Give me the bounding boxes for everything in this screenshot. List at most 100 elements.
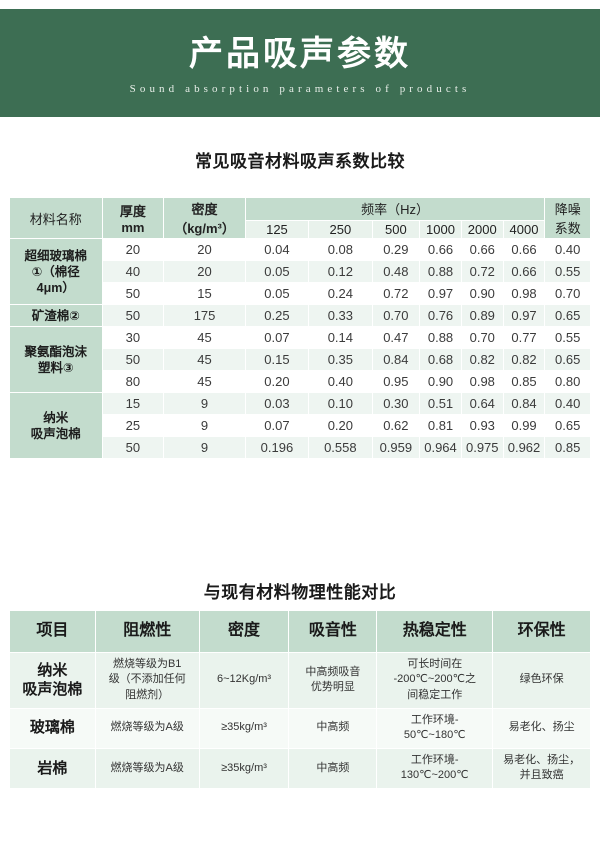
cell-line: 易老化、扬尘	[508, 721, 575, 734]
td-f250: 0.20	[308, 414, 373, 437]
th-freq-1000: 1000	[419, 219, 462, 240]
td-f500: 0.48	[371, 260, 421, 283]
cell-line: 优势明显	[310, 681, 355, 694]
td-material-name: 岩棉	[9, 747, 96, 789]
td-sound-absorption: 中高频	[288, 747, 378, 789]
td-f125: 0.25	[244, 304, 310, 327]
cell-line: 吸声泡棉	[22, 681, 83, 699]
td-material-name: 超细玻璃棉 ①（棉径 4μm）	[9, 238, 103, 305]
td-f2000: 0.93	[460, 414, 504, 437]
table-row: 80 45 0.20 0.40 0.95 0.90 0.98 0.85 0.80	[10, 370, 591, 393]
td-f1000: 0.97	[419, 282, 462, 305]
td-f4000: 0.97	[502, 304, 546, 327]
td-sound-absorption: 中高频	[288, 707, 378, 749]
td-f125: 0.196	[244, 436, 310, 459]
material-name-line: ①（棉径	[31, 264, 80, 279]
td-f250: 0.14	[308, 326, 373, 349]
td-density: 6~12Kg/m³	[198, 651, 290, 709]
td-f4000: 0.77	[502, 326, 546, 349]
td-f250: 0.12	[308, 260, 373, 283]
td-density: 9	[163, 414, 246, 437]
cell-line: 易老化、扬尘，	[503, 753, 581, 766]
td-f4000: 0.99	[502, 414, 546, 437]
td-density: 20	[163, 260, 246, 283]
td-thermal-stability: 工作环境- 130℃~200℃	[376, 747, 494, 789]
td-f2000: 0.975	[460, 436, 504, 459]
td-density: ≥35kg/m³	[198, 747, 290, 789]
td-density: 45	[163, 348, 246, 371]
td-thickness: 25	[101, 414, 165, 437]
banner-title: 产品吸声参数	[189, 36, 411, 74]
td-nrc: 0.55	[544, 326, 591, 349]
td-f2000: 0.70	[460, 326, 504, 349]
table-row: 矿渣棉② 50 175 0.25 0.33 0.70 0.76 0.89 0.97 0.65	[9, 304, 591, 327]
td-f500: 0.47	[371, 326, 421, 349]
material-name-line: 聚氨酯泡沫	[24, 344, 87, 359]
table1-head: 材料名称 厚度 mm 密度 （kg/m³） 频率（Hz） 降噪 系数 125 2…	[9, 197, 591, 240]
td-thickness: 30	[101, 326, 165, 349]
td-flame-retardancy: 燃烧等级为A级	[94, 747, 200, 789]
td-f2000: 0.89	[460, 304, 504, 327]
td-nrc: 0.70	[544, 282, 591, 305]
td-thermal-stability: 工作环境- 50℃~180℃	[376, 707, 494, 749]
td-f250: 0.33	[308, 304, 373, 327]
table2-body: 纳米 吸声泡棉 燃烧等级为B1 级（不添加任何 阻燃剂） 6~12Kg/m³ 中高频吸音 优势…	[9, 651, 591, 789]
td-f1000: 0.76	[419, 304, 462, 327]
td-nrc: 0.55	[544, 260, 591, 283]
td-f4000: 0.66	[502, 260, 546, 283]
page-banner: 产品吸声参数 Sound absorption parameters of pr…	[0, 9, 600, 117]
td-f125: 0.07	[244, 414, 310, 437]
td-nrc: 0.80	[544, 370, 591, 393]
td-density: 9	[163, 436, 246, 459]
absorption-coefficient-table: 材料名称 厚度 mm 密度 （kg/m³） 频率（Hz） 降噪 系数 125 2…	[9, 197, 591, 459]
td-nrc: 0.40	[544, 238, 591, 261]
td-f125: 0.04	[244, 238, 310, 261]
td-nrc: 0.40	[544, 392, 591, 415]
td-f1000: 0.66	[419, 238, 462, 261]
td-density: ≥35kg/m³	[198, 707, 290, 749]
td-f2000: 0.72	[460, 260, 504, 283]
material-name-line: 矿渣棉②	[31, 308, 80, 323]
td-density: 9	[163, 392, 246, 415]
table1-header-row-1: 材料名称 厚度 mm 密度 （kg/m³） 频率（Hz） 降噪 系数	[9, 197, 591, 239]
th-density-line2: （kg/m³）	[174, 221, 235, 236]
th-freq-125: 125	[244, 219, 310, 240]
material-name-line: 吸声泡棉	[30, 426, 81, 441]
cell-line: 级（不添加任何	[108, 673, 186, 686]
td-thickness: 15	[101, 392, 165, 415]
td-nrc: 0.65	[544, 348, 591, 371]
td-f125: 0.15	[244, 348, 310, 371]
td-f500: 0.959	[371, 436, 421, 459]
td-thickness: 50	[101, 436, 165, 459]
table2-header-cell-0: 项目	[9, 610, 96, 653]
td-f250: 0.40	[308, 370, 373, 393]
table-row: 岩棉 燃烧等级为A级 ≥35kg/m³ 中高频 工作环境- 130℃~200℃ 易老化、扬尘…	[9, 747, 591, 789]
th-material-name: 材料名称	[9, 197, 103, 239]
td-f4000: 0.82	[502, 348, 546, 371]
td-density: 45	[163, 326, 246, 349]
td-f125: 0.07	[244, 326, 310, 349]
cell-line: 并且致癌	[519, 769, 564, 782]
cell-line: 可长时间在	[407, 657, 463, 670]
th-freq-250: 250	[308, 219, 373, 240]
td-f1000: 0.964	[419, 436, 462, 459]
td-f4000: 0.66	[502, 238, 546, 261]
td-density: 20	[163, 238, 246, 261]
cell-line: 玻璃棉	[29, 719, 75, 737]
td-f125: 0.03	[244, 392, 310, 415]
td-flame-retardancy: 燃烧等级为A级	[94, 707, 200, 749]
cell-line: 中高频吸音	[305, 665, 361, 678]
td-material-name: 纳米 吸声泡棉	[9, 392, 103, 459]
th-freq-4000: 4000	[502, 219, 546, 240]
td-f125: 0.20	[244, 370, 310, 393]
td-environmental: 绿色环保	[492, 651, 591, 709]
td-f4000: 0.98	[502, 282, 546, 305]
cell-line: 中高频	[316, 721, 350, 734]
td-f1000: 0.90	[419, 370, 462, 393]
td-density: 175	[163, 304, 246, 327]
td-nrc: 0.65	[544, 414, 591, 437]
material-name-line: 纳米	[43, 410, 69, 425]
th-thickness-line1: 厚度	[119, 204, 146, 219]
td-thickness: 80	[101, 370, 165, 393]
